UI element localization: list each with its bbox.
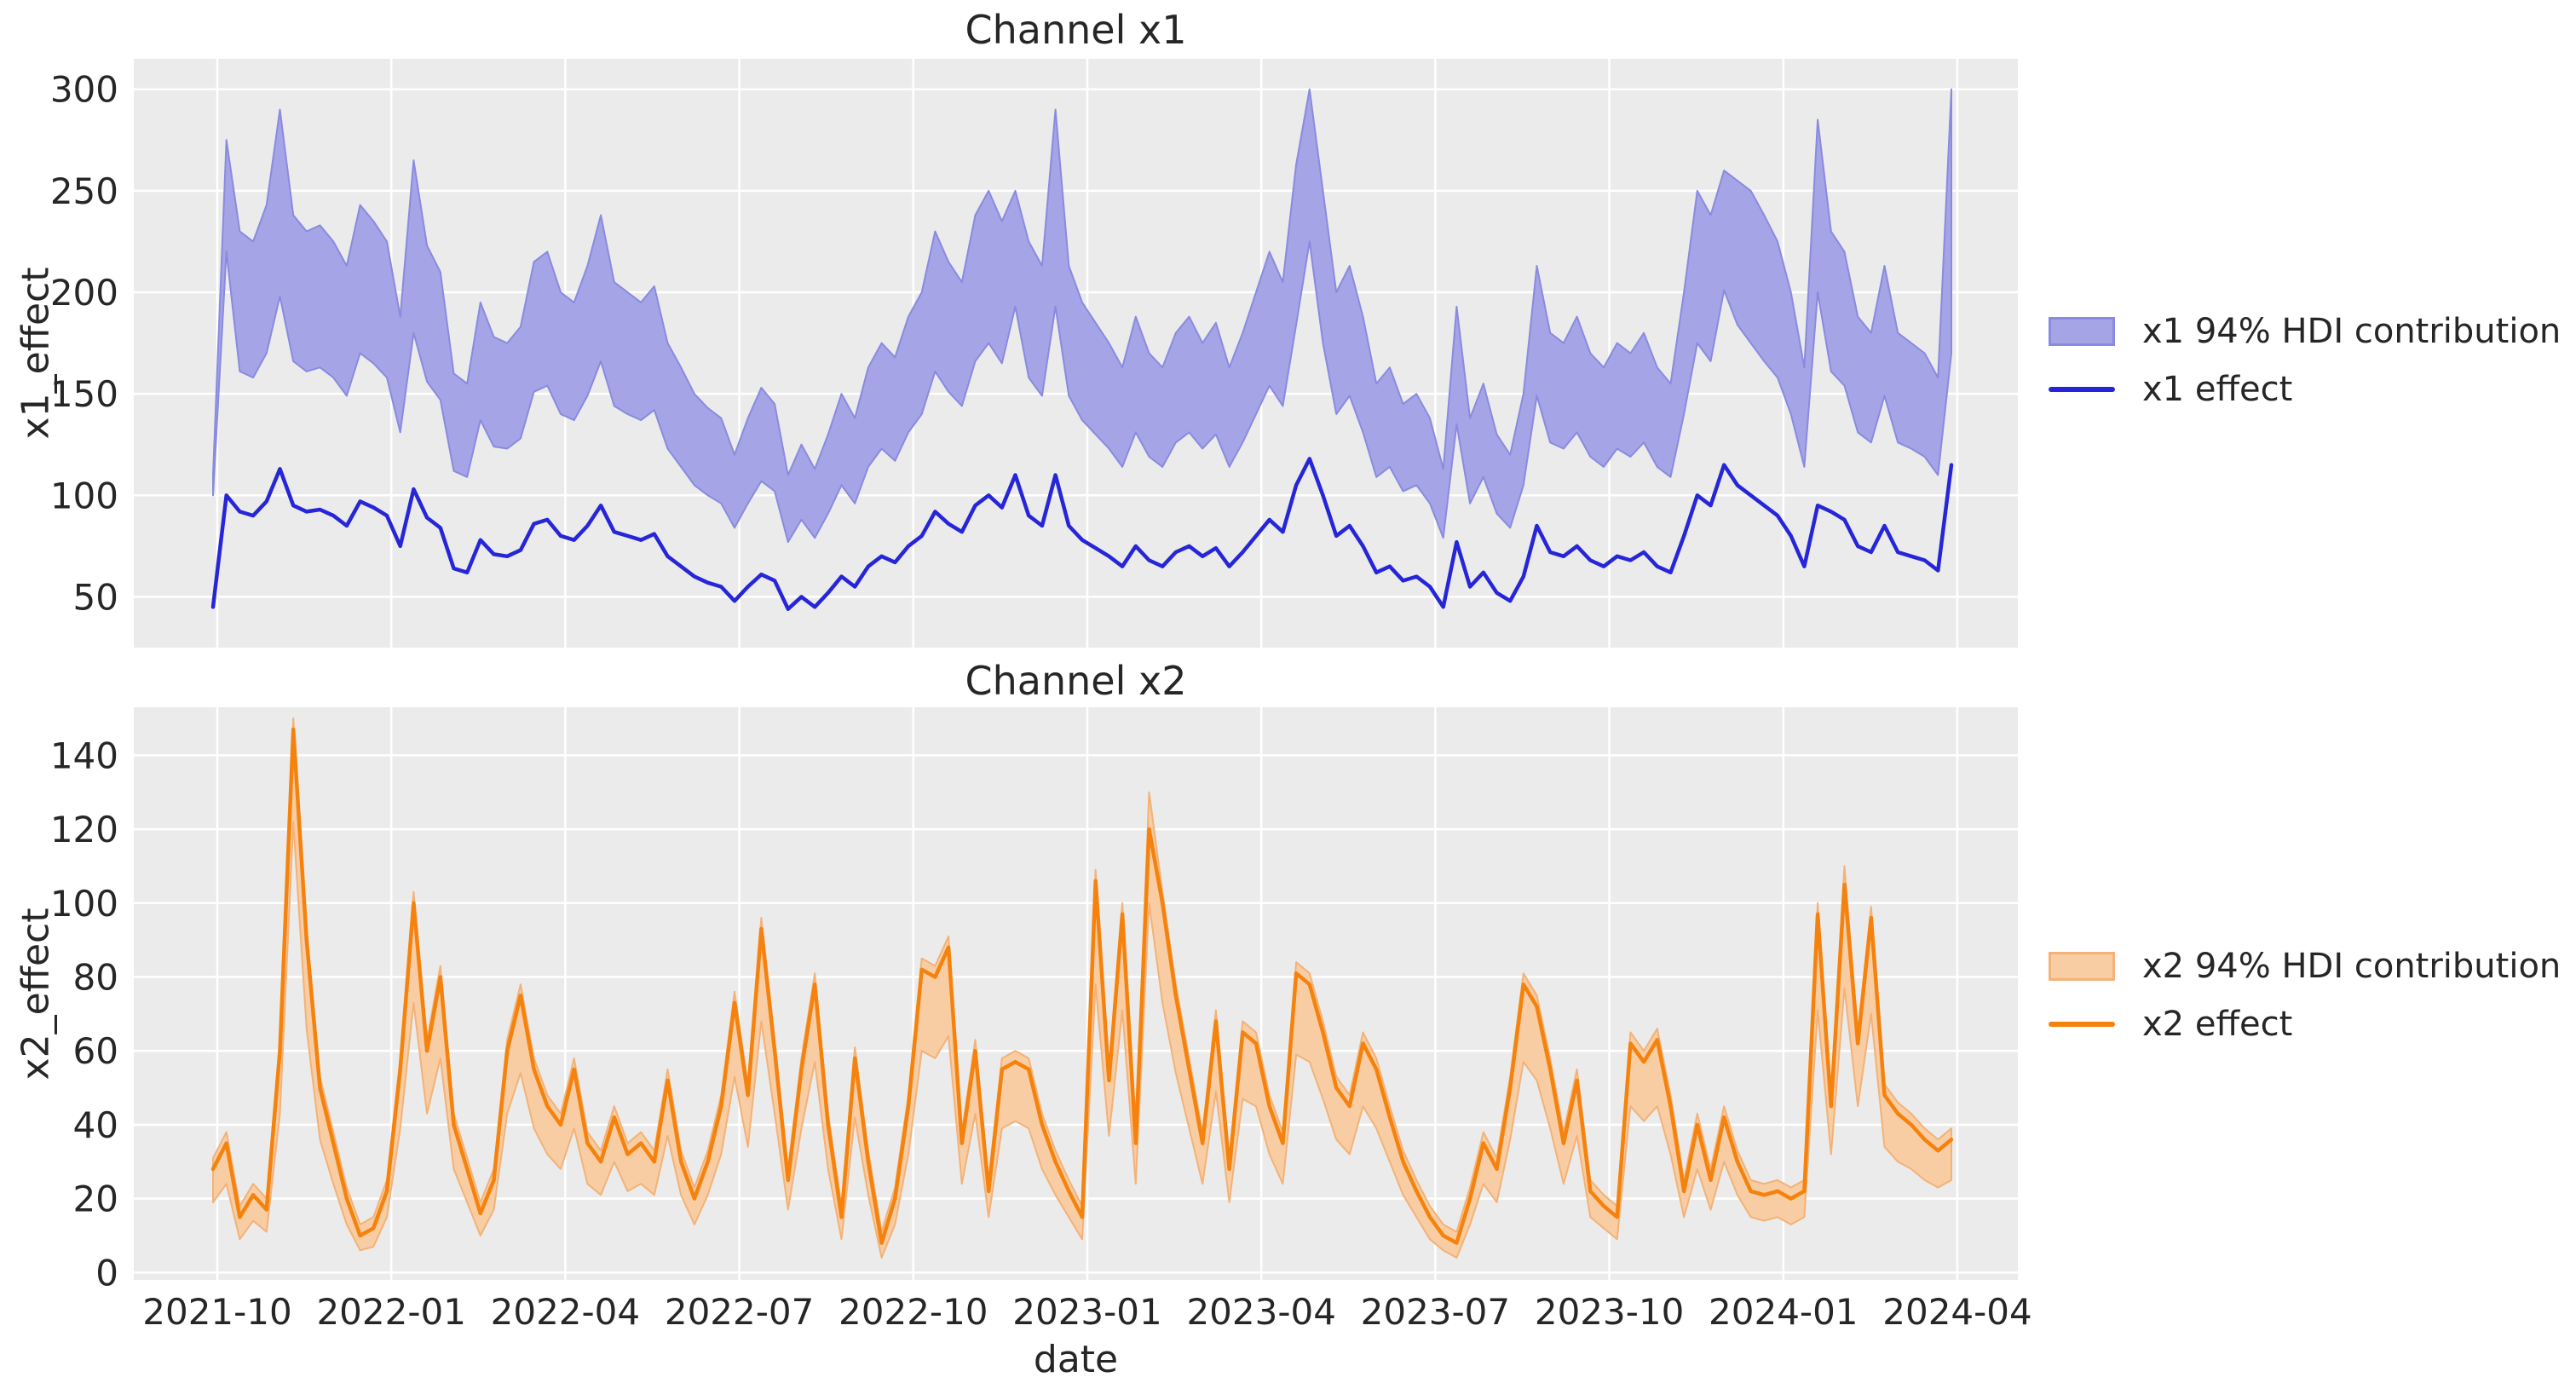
chart-x2-title: Channel x2 (965, 658, 1187, 704)
x-axis-label: date (1033, 1338, 1119, 1381)
legend-x1-band-row: x1 94% HDI contribution (2049, 303, 2561, 360)
legend-x2-band-label: x2 94% HDI contribution (2142, 947, 2562, 986)
svg-text:2022-10: 2022-10 (838, 1291, 988, 1333)
svg-text:40: 40 (73, 1104, 118, 1146)
svg-text:60: 60 (73, 1030, 118, 1072)
svg-text:120: 120 (50, 809, 118, 850)
svg-text:50: 50 (73, 576, 118, 618)
svg-text:140: 140 (50, 735, 118, 776)
y-axis-label-x1: x1_effect (12, 59, 60, 648)
svg-text:0: 0 (95, 1252, 118, 1294)
svg-text:300: 300 (50, 69, 118, 111)
svg-text:2024-01: 2024-01 (1709, 1291, 1859, 1333)
svg-text:100: 100 (50, 475, 118, 516)
svg-text:2023-01: 2023-01 (1012, 1291, 1162, 1333)
svg-text:2023-10: 2023-10 (1535, 1291, 1685, 1333)
svg-text:2023-07: 2023-07 (1361, 1291, 1511, 1333)
legend-x1-line-row: x1 effect (2049, 360, 2561, 418)
legend-x2-line-label: x2 effect (2142, 1005, 2293, 1044)
legend-x1-line-label: x1 effect (2142, 370, 2293, 409)
x1-hdi-band-swatch (2049, 317, 2115, 346)
svg-text:200: 200 (50, 272, 118, 314)
x2-effect-line-swatch (2049, 1022, 2115, 1027)
y-axis-label-x2-text: x2_effect (14, 908, 58, 1080)
svg-text:2022-04: 2022-04 (491, 1291, 641, 1333)
legend-x2-band-row: x2 94% HDI contribution (2049, 937, 2561, 995)
svg-text:100: 100 (50, 883, 118, 925)
x2-hdi-band-swatch (2049, 952, 2115, 981)
svg-text:2022-07: 2022-07 (665, 1291, 815, 1333)
svg-text:2021-10: 2021-10 (142, 1291, 292, 1333)
legend-x1-band-label: x1 94% HDI contribution (2142, 312, 2562, 351)
svg-text:2023-04: 2023-04 (1186, 1291, 1336, 1333)
svg-text:250: 250 (50, 170, 118, 212)
chart-x1-title: Channel x1 (965, 7, 1187, 53)
legend-x1: x1 94% HDI contribution x1 effect (2049, 303, 2561, 418)
svg-text:2024-04: 2024-04 (1882, 1291, 2032, 1333)
legend-x2: x2 94% HDI contribution x2 effect (2049, 937, 2561, 1053)
legend-x2-line-row: x2 effect (2049, 995, 2561, 1053)
y-axis-label-x1-text: x1_effect (14, 267, 58, 440)
svg-text:2022-01: 2022-01 (316, 1291, 466, 1333)
svg-text:20: 20 (73, 1178, 118, 1220)
x1-effect-line-swatch (2049, 387, 2115, 392)
svg-text:150: 150 (50, 373, 118, 415)
svg-text:80: 80 (73, 956, 118, 998)
y-axis-label-x2: x2_effect (12, 707, 60, 1280)
